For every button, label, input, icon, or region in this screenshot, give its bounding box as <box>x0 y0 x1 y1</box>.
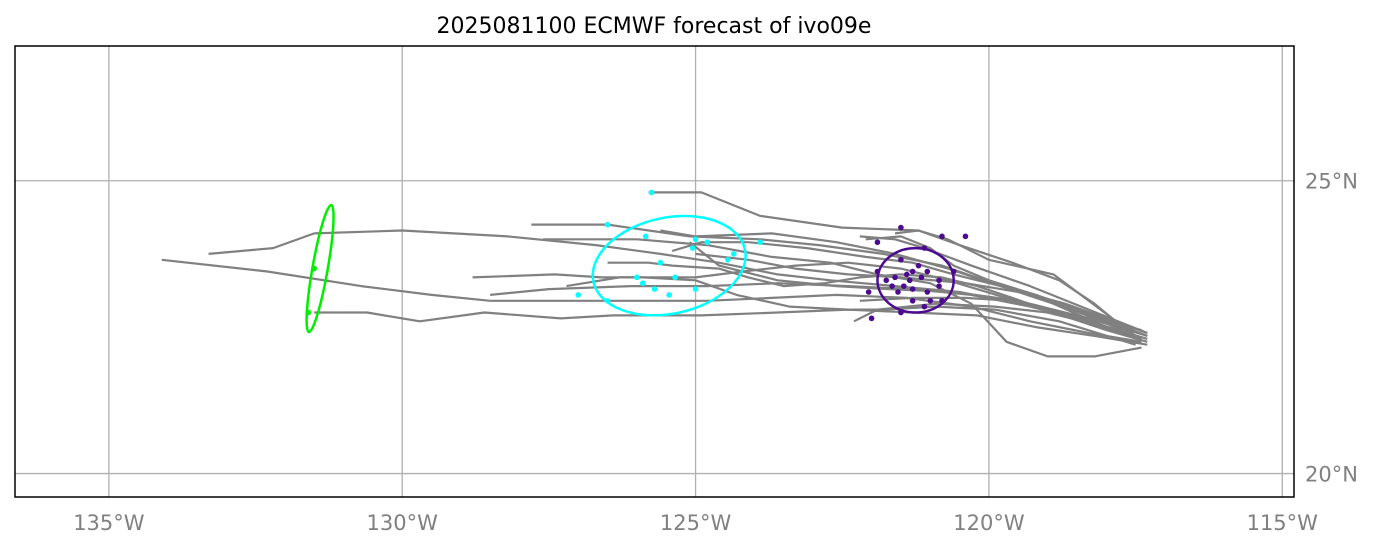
day2-position-point <box>672 274 678 281</box>
day1-position-point <box>936 277 942 284</box>
uncertainty-ellipse <box>876 246 955 314</box>
day1-position-point <box>936 283 942 289</box>
day1-position-point <box>892 274 898 281</box>
x-tick-label: 115°W <box>1247 511 1319 535</box>
day1-position-point <box>865 289 872 295</box>
ensemble-track <box>894 229 1137 337</box>
day1-position-point <box>898 224 904 231</box>
day1-position-point <box>921 245 928 251</box>
ensemble-track <box>161 258 1142 343</box>
x-tick-label: 130°W <box>367 511 439 535</box>
day3-position-point <box>305 309 312 316</box>
day1-position-point <box>898 309 904 316</box>
day2-position-point <box>692 286 699 292</box>
gridlines <box>15 46 1294 497</box>
x-tick-label: 135°W <box>73 511 145 535</box>
day1-position-point <box>909 297 916 304</box>
day1-position-point <box>898 256 904 263</box>
day1-position-point <box>909 286 916 292</box>
ensemble-track <box>472 273 1136 346</box>
day1-position-point <box>950 268 957 275</box>
day2-position-point <box>730 251 737 257</box>
x-axis-ticks: 135°W 130°W 125°W 120°W 115°W <box>73 511 1318 535</box>
day1-position-point <box>889 283 895 289</box>
day1-position-point <box>874 268 881 275</box>
day1-position-point <box>906 277 913 284</box>
day2-position-point <box>689 245 696 251</box>
day1-position-point <box>927 297 934 304</box>
day2-position-point <box>604 221 611 228</box>
day2-position-point <box>639 280 646 287</box>
day1-position-point <box>921 303 928 310</box>
day2-position-point <box>666 292 672 298</box>
position-points <box>305 189 969 322</box>
day2-position-point <box>725 256 731 263</box>
day1-position-point <box>939 297 945 304</box>
y-axis-ticks: 25°N 20°N <box>1305 170 1358 487</box>
ensemble-track <box>671 241 1142 340</box>
ensemble-track <box>859 296 1142 340</box>
y-tick-label: 25°N <box>1305 170 1358 194</box>
day2-position-point <box>657 259 664 266</box>
x-tick-label: 125°W <box>660 511 732 535</box>
day3-position-point <box>311 265 318 272</box>
ensemble-track <box>543 238 1142 358</box>
day1-position-point <box>901 283 907 289</box>
day1-position-point <box>903 271 910 278</box>
day1-position-point <box>895 289 901 295</box>
ensemble-track <box>531 223 1142 340</box>
day1-position-point <box>883 277 890 284</box>
ensemble-track <box>859 235 1148 335</box>
day1-position-point <box>962 233 969 240</box>
day1-position-point <box>909 268 916 275</box>
day1-position-point <box>924 289 931 295</box>
day2-position-point <box>634 274 640 281</box>
day2-position-point <box>642 233 649 240</box>
day2-position-point <box>604 297 611 304</box>
y-tick-label: 20°N <box>1305 463 1358 487</box>
day2-position-point <box>692 236 699 243</box>
uncertainty-ellipse <box>591 214 747 317</box>
day1-position-point <box>868 315 875 322</box>
plot-frame <box>14 45 1295 498</box>
chart-title: 2025081100 ECMWF forecast of ivo09e <box>437 14 872 39</box>
day1-position-point <box>939 233 945 240</box>
ensemble-track <box>695 252 1148 337</box>
day2-position-point <box>757 239 763 246</box>
day1-position-point <box>915 262 922 269</box>
day1-position-point <box>924 268 931 275</box>
day2-position-point <box>651 286 658 292</box>
ensemble-track <box>314 308 1148 346</box>
day2-position-point <box>648 189 655 196</box>
day2-position-point <box>704 239 711 246</box>
day1-position-point <box>874 239 881 246</box>
x-tick-label: 120°W <box>953 511 1025 535</box>
day1-position-point <box>918 274 925 281</box>
day2-position-point <box>575 292 582 298</box>
